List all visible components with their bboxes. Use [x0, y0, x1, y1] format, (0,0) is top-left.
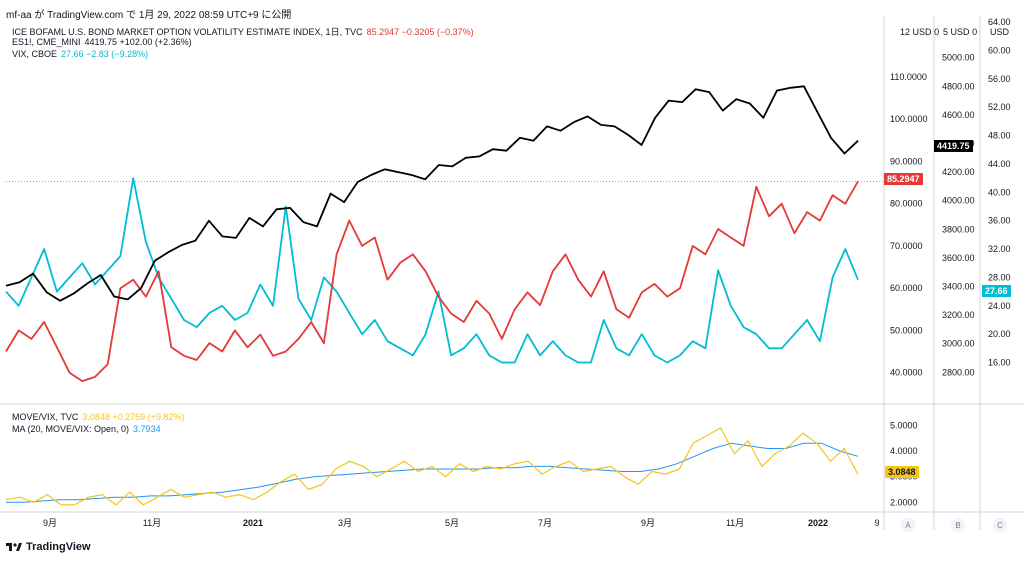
publish-header: mf-aa が TradingView.com で 1月 29, 2022 08… [6, 10, 292, 21]
bottom-legend-1[interactable]: MA (20, MOVE/VIX: Open, 0) 3.7934 [12, 424, 161, 434]
legend-series-value: 3.7934 [133, 424, 161, 434]
scale-button-c [993, 518, 1007, 532]
legend-series-name: ICE BOFAML U.S. BOND MARKET OPTION VOLAT… [12, 27, 363, 37]
x-axis-tick: 2022 [808, 518, 828, 528]
es-axis-tick: 2800.00 [942, 367, 975, 377]
vix-axis-tick: 48.00 [988, 131, 1011, 141]
vix-axis-tick: 20.00 [988, 329, 1011, 339]
es-axis-tick: 4600.00 [942, 110, 975, 120]
legend-series-name: VIX, CBOE [12, 49, 58, 59]
scale-button-a [901, 518, 915, 532]
scale-button-b [951, 518, 965, 532]
ratio-axis-tick: 5.0000 [890, 420, 918, 430]
es-axis-tick: 4000.00 [942, 196, 975, 206]
x-axis-tick: 9月 [43, 518, 57, 528]
es-axis-tick: 3200.00 [942, 310, 975, 320]
vix-axis-tick: 56.00 [988, 74, 1011, 84]
ratio-axis-tick: 2.0000 [890, 497, 918, 507]
vix-axis-tick: 52.00 [988, 102, 1011, 112]
es-axis-tick: 3000.00 [942, 339, 975, 349]
legend-series-name: MOVE/VIX, TVC [12, 412, 79, 422]
es-line [5, 85, 859, 302]
legend-series-value: 4419.75 +102.00 (+2.36%) [84, 37, 192, 47]
vix-line [5, 177, 859, 364]
es-axis-tick: 3600.00 [942, 253, 975, 263]
vix-axis-tick: 24.00 [988, 301, 1011, 311]
vix-last-price-badge: 27.66 [982, 285, 1011, 297]
scale-button-label: A [905, 521, 911, 530]
tradingview-logo-icon [6, 543, 22, 551]
ratio-axis-tick: 4.0000 [890, 446, 918, 456]
ma-line [6, 442, 859, 503]
bottom-legend-0[interactable]: MOVE/VIX, TVC 3.0848 +0.2759 (+9.82%) [12, 412, 184, 422]
move-axis-tick: 100.0000 [890, 114, 928, 124]
x-axis-tick: 5月 [445, 518, 459, 528]
move-last-price-badge: 85.2947 [884, 173, 923, 185]
legend-series-value: 85.2947 −0.3205 (−0.37%) [366, 27, 474, 37]
vix-axis-tick: 16.00 [988, 358, 1011, 368]
legend-series-name: ES1!, CME_MINI [12, 37, 81, 47]
vix-axis-tick: 40.00 [988, 187, 1011, 197]
vix-axis-tick: 60.00 [988, 45, 1011, 55]
vix-axis-tick: 44.00 [988, 159, 1011, 169]
vix-axis-unit: USD [990, 27, 1010, 37]
x-axis-tick: 9月 [641, 518, 655, 528]
vix-axis-tick: 64.00 [988, 17, 1011, 27]
x-axis-tick: 3月 [338, 518, 352, 528]
scale-button-label: B [955, 521, 960, 530]
move-axis-tick: 40.0000 [890, 368, 923, 378]
es-axis-tick: 3400.00 [942, 281, 975, 291]
move-axis-tick: 80.0000 [890, 199, 923, 209]
tradingview-logo: TradingView [6, 541, 91, 553]
move-line [5, 180, 859, 383]
vix-axis-tick: 32.00 [988, 244, 1011, 254]
legend-series-name: MA (20, MOVE/VIX: Open, 0) [12, 424, 130, 434]
move-axis-corner: 12 USD 0 [900, 27, 940, 37]
es-axis-corner: 5 USD 0 [943, 27, 978, 37]
es-axis-tick: 3800.00 [942, 224, 975, 234]
ratio-line [5, 427, 859, 506]
legend-series-value: 3.0848 +0.2759 (+9.82%) [82, 412, 185, 422]
move-axis-tick: 70.0000 [890, 241, 923, 251]
legend-series-value: 27.66 −2.83 (−9.28%) [61, 49, 149, 59]
top-legend-1[interactable]: ES1!, CME_MINI 4419.75 +102.00 (+2.36%) [12, 37, 192, 47]
top-legend-0[interactable]: ICE BOFAML U.S. BOND MARKET OPTION VOLAT… [12, 25, 474, 38]
scale-button-label: C [997, 521, 1003, 530]
es-axis-tick: 5000.00 [942, 53, 975, 63]
move-axis-tick: 50.0000 [890, 325, 923, 335]
move-axis-tick: 110.0000 [890, 72, 927, 82]
brand-label: TradingView [26, 541, 91, 553]
move-axis-tick: 90.0000 [890, 156, 923, 166]
x-axis-tick: 7月 [538, 518, 552, 528]
es-axis-tick: 4800.00 [942, 81, 975, 91]
x-axis-tick: 11月 [726, 518, 744, 528]
x-axis-tick: 2021 [243, 518, 263, 528]
vix-axis-tick: 28.00 [988, 272, 1011, 282]
x-axis-tick: 11月 [143, 518, 161, 528]
ratio-last-price-badge: 3.0848 [885, 466, 919, 478]
es-last-price-badge: 4419.75 [934, 140, 973, 152]
vix-axis-tick: 36.00 [988, 216, 1011, 226]
x-axis-tick: 9 [874, 518, 879, 528]
move-axis-tick: 60.0000 [890, 283, 923, 293]
es-axis-tick: 4200.00 [942, 167, 975, 177]
top-legend-2[interactable]: VIX, CBOE 27.66 −2.83 (−9.28%) [12, 49, 148, 59]
